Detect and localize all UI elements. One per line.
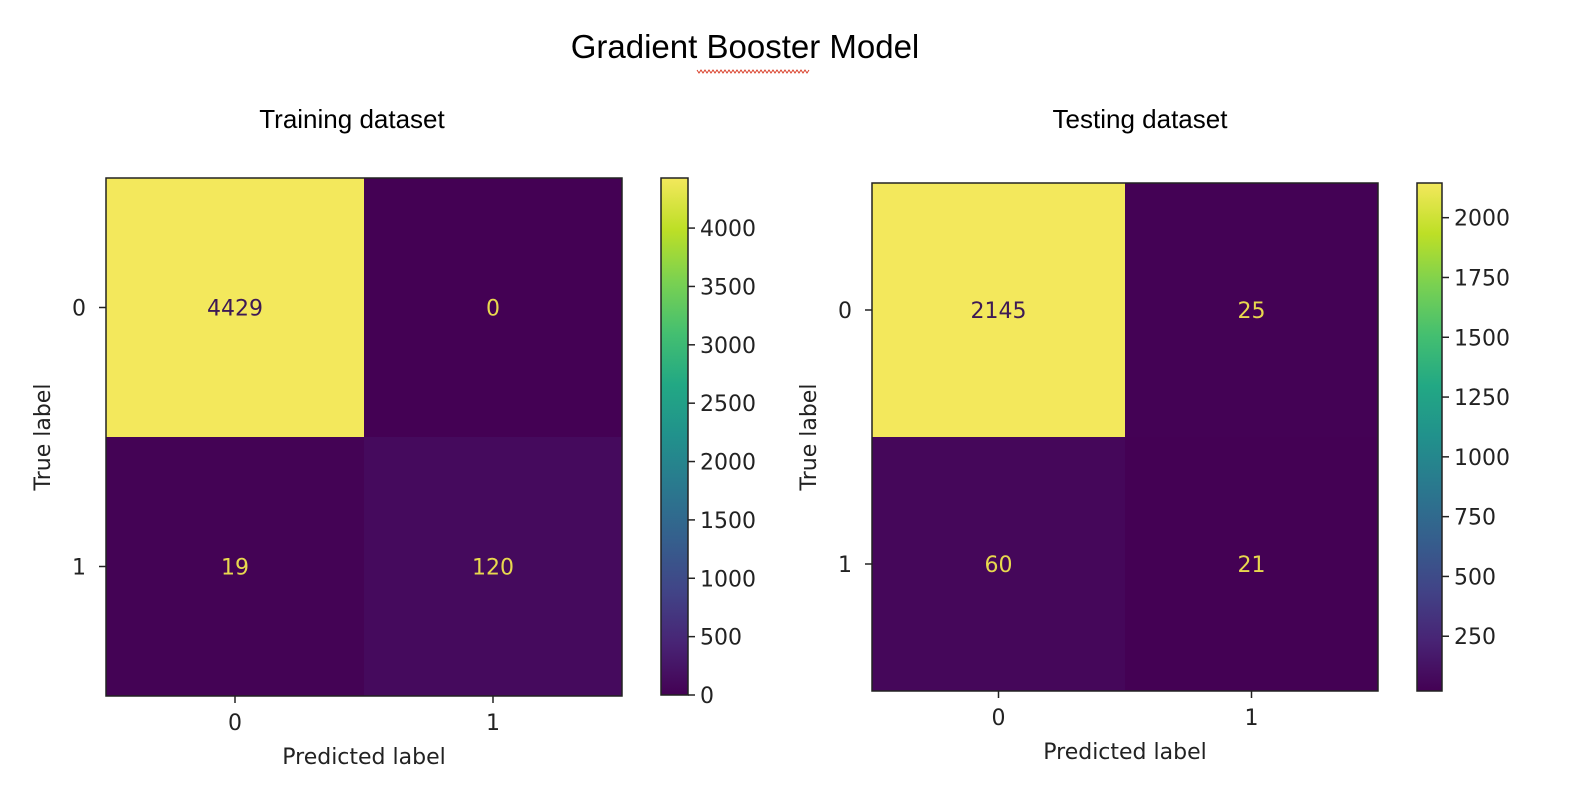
- matrix-cell: [872, 183, 1125, 437]
- y-tick-label: 1: [72, 556, 86, 581]
- x-axis-label: Predicted label: [1043, 740, 1206, 765]
- matrix-cell: [872, 437, 1125, 691]
- colorbar-tick-label: 2000: [1454, 207, 1510, 232]
- y-tick-label: 1: [838, 553, 852, 578]
- colorbar-tick-label: 1250: [1454, 386, 1510, 411]
- y-axis-label: True label: [31, 384, 56, 492]
- spellcheck-underline: [696, 69, 810, 74]
- cell-value-label: 60: [985, 553, 1013, 578]
- colorbar-tick-label: 2500: [700, 392, 756, 417]
- x-axis-label: Predicted label: [282, 745, 445, 770]
- y-axis-label: True label: [797, 384, 822, 492]
- colorbar-tick-label: 1750: [1454, 266, 1510, 291]
- page-title: Gradient Booster Model: [570, 28, 920, 65]
- cell-value-label: 19: [221, 556, 249, 581]
- training-chart-title: Training dataset: [259, 104, 445, 134]
- colorbar-tick-label: 4000: [700, 217, 756, 242]
- matrix-cell: [106, 178, 364, 437]
- x-tick-label: 1: [486, 711, 500, 736]
- colorbar: [660, 177, 689, 696]
- colorbar-tick-label: 2000: [700, 451, 756, 476]
- y-tick-label: 0: [72, 297, 86, 322]
- cell-value-label: 2145: [971, 299, 1027, 324]
- matrix-cell: [364, 178, 622, 437]
- colorbar-tick-label: 500: [700, 626, 742, 651]
- matrix-cell: [1125, 183, 1378, 437]
- matrix-frame: [871, 182, 1379, 692]
- colorbar-tick-label: 0: [700, 684, 714, 709]
- colorbar-tick-label: 750: [1454, 506, 1496, 531]
- colorbar-tick-label: 1000: [700, 567, 756, 592]
- testing-confusion-matrix: 2145 25 60 21 0 1 0 1 Predicted label True label 2…: [797, 182, 1510, 765]
- colorbar-tick-label: 1000: [1454, 446, 1510, 471]
- cell-value-label: 21: [1238, 553, 1266, 578]
- testing-chart-title: Testing dataset: [1052, 104, 1228, 134]
- matrix-frame: [105, 177, 623, 697]
- colorbar-tick-label: 500: [1454, 565, 1496, 590]
- x-tick-label: 1: [1245, 706, 1259, 731]
- cell-value-label: 4429: [207, 297, 263, 322]
- colorbar-tick-label: 3500: [700, 275, 756, 300]
- matrix-cell: [106, 437, 364, 696]
- x-tick-label: 0: [992, 706, 1006, 731]
- training-confusion-matrix: 4429 0 19 120 0 1 0 1 Predicted label True label 0…: [31, 177, 756, 770]
- matrix-cell: [364, 437, 622, 696]
- matrix-cell: [1125, 437, 1378, 691]
- colorbar: [1416, 182, 1443, 692]
- colorbar-tick-label: 250: [1454, 625, 1496, 650]
- cell-value-label: 25: [1238, 299, 1266, 324]
- colorbar-tick-label: 1500: [700, 509, 756, 534]
- cell-value-label: 0: [486, 297, 500, 322]
- y-tick-label: 0: [838, 299, 852, 324]
- colorbar-tick-label: 1500: [1454, 326, 1510, 351]
- cell-value-label: 120: [472, 556, 514, 581]
- x-tick-label: 0: [228, 711, 242, 736]
- colorbar-tick-label: 3000: [700, 334, 756, 359]
